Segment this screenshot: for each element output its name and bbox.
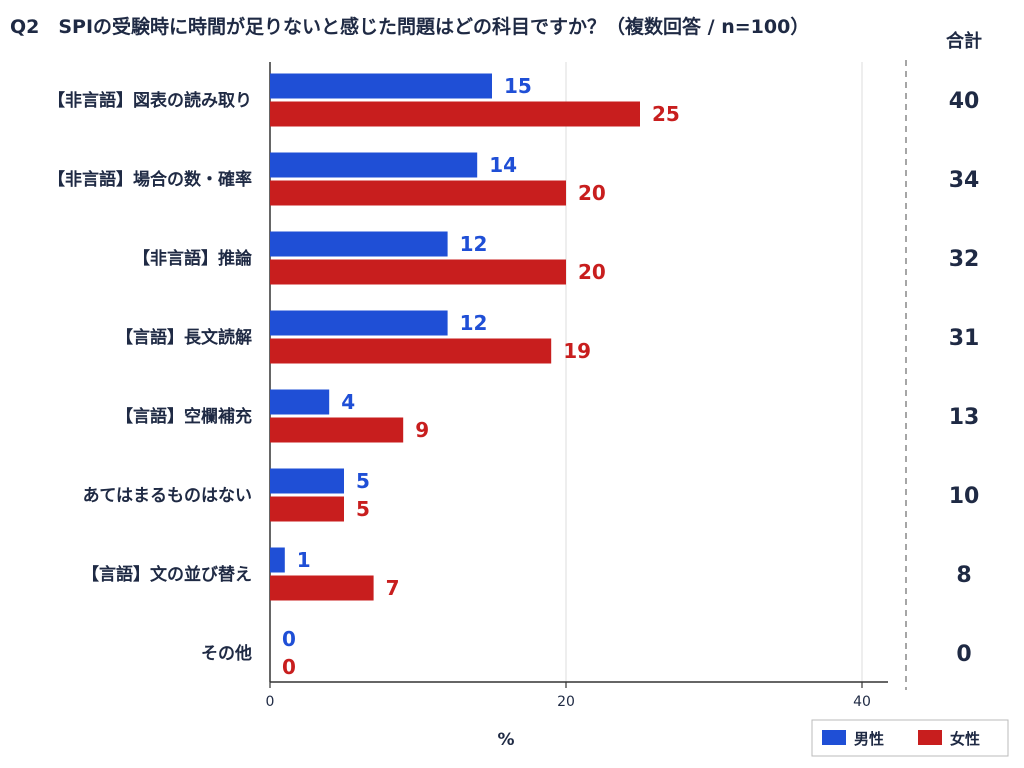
data-label-female: 9 (415, 418, 429, 442)
total-value: 40 (949, 89, 980, 114)
data-label-male: 12 (460, 232, 488, 256)
total-value: 10 (949, 484, 980, 509)
total-value: 8 (956, 563, 971, 588)
bar-male (270, 389, 330, 415)
x-axis-label: % (497, 730, 514, 750)
category-label: 【非言語】推論 (133, 248, 253, 269)
total-value: 13 (949, 405, 980, 430)
legend-label-male: 男性 (854, 730, 884, 748)
bar-female (270, 417, 404, 443)
x-tick-label: 40 (853, 694, 871, 710)
bar-female (270, 259, 566, 285)
bar-male (270, 310, 448, 336)
bar-female (270, 575, 374, 601)
data-label-female: 7 (386, 576, 400, 600)
category-label: その他 (201, 643, 252, 664)
data-label-male: 5 (356, 469, 370, 493)
legend-swatch-male (822, 730, 846, 745)
data-label-female: 5 (356, 497, 370, 521)
legend-swatch-female (918, 730, 942, 745)
total-value: 32 (949, 247, 980, 272)
data-label-female: 20 (578, 181, 606, 205)
data-label-male: 4 (341, 390, 355, 414)
data-label-male: 0 (282, 627, 296, 651)
bar-male (270, 73, 492, 99)
bar-female (270, 338, 552, 364)
bar-male (270, 547, 285, 573)
data-label-male: 1 (297, 548, 311, 572)
data-label-female: 19 (563, 339, 591, 363)
chart-title: Q2 SPIの受験時に時間が足りないと感じた問題はどの科目ですか？（複数回答 /… (10, 15, 809, 38)
bars-layer (270, 73, 640, 601)
bar-male (270, 152, 478, 178)
bar-female (270, 101, 640, 127)
data-label-male: 12 (460, 311, 488, 335)
totals-header: 合計 (946, 30, 982, 52)
category-label: 【非言語】場合の数・確率 (48, 169, 252, 190)
category-label: あてはまるものはない (83, 486, 252, 506)
x-tick-label: 0 (266, 694, 275, 710)
data-label-male: 14 (489, 153, 517, 177)
category-label: 【非言語】図表の読み取り (48, 90, 252, 111)
x-tick-label: 20 (557, 694, 575, 710)
category-label: 【言語】文の並び替え (82, 564, 252, 585)
data-label-male: 15 (504, 74, 532, 98)
legend: 男性 女性 (811, 719, 1009, 757)
total-value: 0 (956, 642, 971, 667)
category-label: 【言語】空欄補充 (116, 406, 252, 427)
data-label-female: 20 (578, 260, 606, 284)
bar-female (270, 496, 344, 522)
data-label-female: 0 (282, 655, 296, 679)
data-label-female: 25 (652, 102, 680, 126)
category-label: 【言語】長文読解 (116, 327, 252, 348)
bar-female (270, 180, 566, 206)
total-value: 31 (949, 326, 980, 351)
bar-male (270, 231, 448, 257)
bar-male (270, 468, 344, 494)
total-value: 34 (949, 168, 980, 193)
legend-label-female: 女性 (950, 730, 980, 748)
